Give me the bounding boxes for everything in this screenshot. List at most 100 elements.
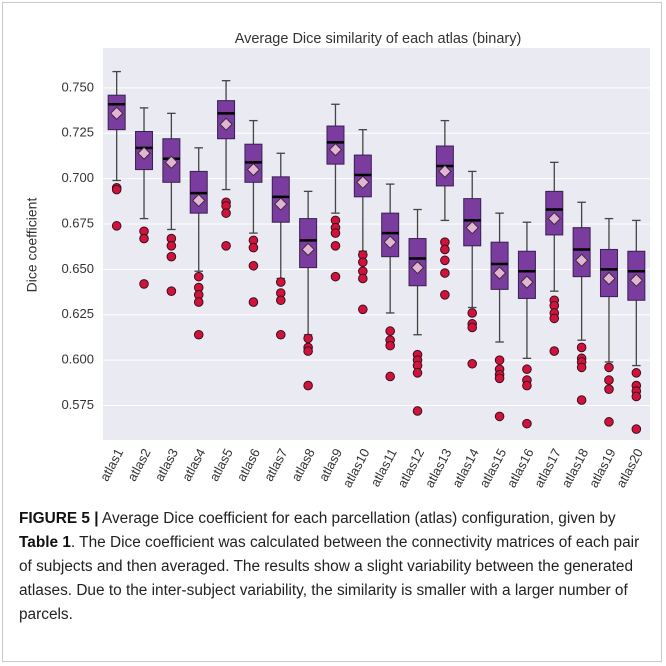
outlier (358, 273, 368, 284)
outlier (549, 346, 560, 356)
caption-table-ref: Table 1 (19, 534, 71, 551)
outlier (385, 326, 395, 336)
box (490, 241, 509, 290)
x-tick-label: atlas2 (124, 446, 154, 484)
chart-title: Average Dice similarity of each atlas (b… (235, 31, 522, 47)
y-tick-label: 0.675 (61, 215, 94, 230)
outlier (631, 391, 642, 402)
y-tick-label: 0.750 (61, 79, 94, 94)
mean-marker (547, 211, 561, 226)
mean-marker (574, 253, 589, 268)
mean-marker (492, 266, 507, 280)
mean-marker (383, 235, 397, 249)
mean-marker (164, 155, 179, 170)
outlier (248, 260, 259, 271)
x-tick-label: atlas10 (340, 446, 373, 490)
outlier (440, 244, 450, 255)
outlier (358, 304, 368, 315)
y-tick-label: 0.700 (61, 170, 94, 185)
outlier (549, 313, 560, 324)
mean-marker (274, 197, 288, 211)
outlier (221, 241, 231, 251)
caption-label: FIGURE 5 | (19, 510, 99, 527)
outlier (522, 364, 532, 375)
outlier (111, 184, 122, 195)
mean-marker (520, 275, 534, 289)
mean-marker (192, 193, 206, 208)
outlier (248, 242, 259, 253)
mean-marker (602, 271, 616, 286)
mean-marker (246, 162, 261, 177)
x-tick-label: atlas7 (261, 446, 291, 484)
mean-marker (410, 260, 425, 275)
outlier (631, 368, 642, 378)
outlier (576, 395, 587, 405)
x-tick-label: atlas3 (152, 446, 182, 484)
caption-text: . The Dice coefficient was calculated be… (19, 534, 640, 623)
y-tick-label: 0.575 (61, 397, 94, 412)
outlier (139, 233, 149, 244)
outlier (303, 346, 313, 356)
outlier (193, 329, 204, 340)
outlier (303, 380, 313, 391)
outlier (358, 257, 368, 267)
mean-marker (629, 273, 644, 288)
outlier (385, 371, 395, 382)
outlier (604, 375, 614, 385)
outlier (412, 406, 423, 416)
y-axis-label: Dice coefficient (24, 198, 40, 293)
caption-text: Average Dice coefficient for each parcel… (98, 510, 616, 527)
mean-marker (328, 142, 343, 157)
outlier (631, 424, 642, 434)
y-tick-label: 0.650 (61, 261, 94, 276)
outlier (275, 329, 286, 340)
outlier (440, 290, 450, 300)
outlier (467, 322, 478, 333)
box (517, 250, 536, 299)
outlier (139, 279, 149, 289)
outlier (166, 251, 177, 262)
mean-marker (438, 164, 452, 179)
figure-caption: FIGURE 5 | Average Dice coefficient for … (19, 507, 651, 627)
outlier (604, 384, 614, 394)
outlier (385, 340, 395, 351)
outlier (522, 380, 532, 391)
outlier (576, 362, 587, 373)
box (381, 212, 400, 258)
x-tick-label: atlas1 (97, 446, 127, 484)
outlier (604, 362, 614, 373)
outlier (467, 308, 478, 318)
x-tick-label: atlas20 (613, 446, 646, 490)
outlier (275, 295, 286, 306)
plot-background (103, 48, 650, 440)
y-tick-label: 0.600 (61, 352, 94, 367)
mean-marker (109, 106, 124, 121)
outlier (221, 208, 231, 218)
outlier (412, 368, 423, 378)
x-tick-label: atlas5 (206, 446, 236, 484)
mean-marker (137, 146, 151, 160)
outlier (193, 271, 204, 282)
outlier (494, 355, 505, 365)
x-tick-label: atlas8 (288, 446, 318, 484)
outlier (330, 228, 341, 238)
x-tick-label: atlas4 (179, 446, 209, 484)
chart: Average Dice similarity of each atlas (b… (24, 31, 650, 490)
outlier (275, 277, 286, 287)
outlier (111, 221, 122, 231)
y-tick-label: 0.725 (61, 125, 94, 140)
mean-marker (465, 220, 479, 235)
x-tick-label: atlas6 (234, 446, 264, 484)
box (572, 227, 591, 278)
mean-marker (301, 242, 315, 257)
outlier (330, 271, 341, 282)
outlier (604, 417, 614, 427)
outlier (440, 268, 450, 278)
outlier (330, 241, 341, 251)
x-tick-label: atlas9 (316, 446, 346, 484)
outlier (522, 418, 532, 429)
mean-marker (356, 175, 370, 190)
y-tick-label: 0.625 (61, 306, 94, 321)
mean-marker (219, 117, 233, 131)
